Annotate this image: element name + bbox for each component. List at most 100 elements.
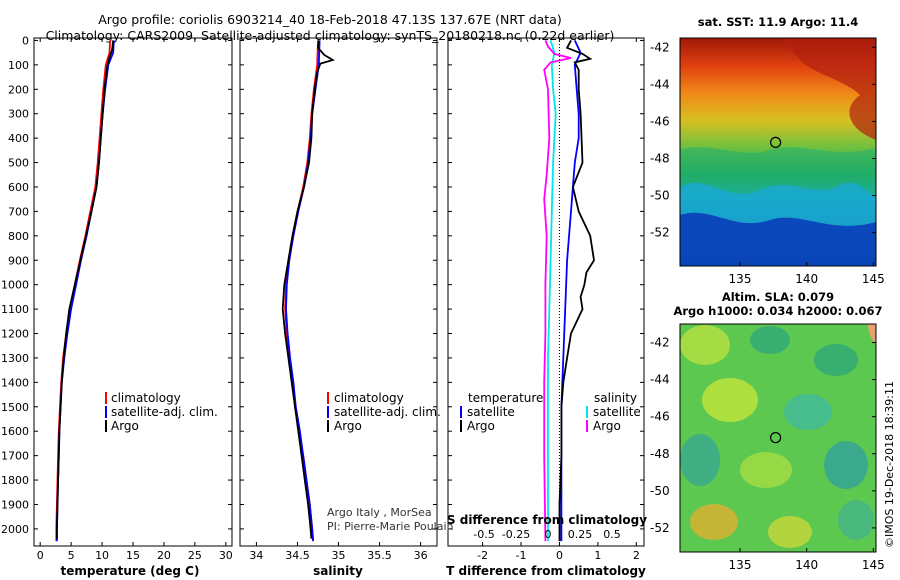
s-difference-tick-label: -0.25 [502, 528, 530, 541]
x-tick-label: 20 [157, 549, 171, 562]
depth-tick-label: 400 [8, 132, 29, 145]
difference-plot [543, 39, 595, 542]
map-y-tick-label: -44 [650, 77, 670, 91]
map-y-tick-label: -52 [650, 226, 670, 240]
x-axes: 0 5 10 15 20 25 30 34 34.5 35 35.5 36 -2 -1 0 1 2 -0.5 -0.… [37, 38, 640, 562]
x-tick-label: 1 [594, 549, 601, 562]
x-tick-label: 34.5 [285, 549, 310, 562]
sla-anomaly [784, 394, 832, 430]
map-y-tick-label: -44 [650, 373, 670, 387]
depth-tick-label: 1000 [1, 279, 29, 292]
x-tick-label: 25 [188, 549, 202, 562]
x-tick-label: 2 [633, 549, 640, 562]
map-y-tick-label: -52 [650, 521, 670, 535]
s-difference-tick-label: 0 [545, 528, 552, 541]
sst-map-frame [679, 37, 877, 267]
difference-legend-salinity: salinity satellite Argo [586, 391, 641, 433]
x-tick-label: 0 [37, 549, 44, 562]
series-line-argo [281, 40, 336, 539]
argo-position-marker [769, 136, 782, 148]
sla-anomaly [750, 326, 790, 354]
x-tick-label: 5 [68, 549, 75, 562]
legend-label-t-argo: Argo [467, 419, 495, 433]
chart-title-line2: Climatology: CARS2009. Satellite-adjuste… [45, 28, 615, 43]
temperature-plot [55, 40, 115, 542]
sla-anomaly [702, 378, 758, 422]
sst-map-axes: 135 140 145 -42 -44 -46 -48 -50 -52 [650, 40, 885, 286]
series-line-climatology [284, 40, 319, 542]
sla-anomaly [824, 441, 868, 489]
legend-label-satellite: satellite-adj. clim. [334, 405, 441, 419]
sla-map-title-line2: Argo h1000: 0.034 h2000: 0.067 [673, 304, 882, 318]
depth-tick-label: 300 [8, 108, 29, 121]
sla-anomaly [768, 516, 812, 548]
series-line-satellite-adj-clim- [56, 40, 115, 542]
depth-tick-label: 1300 [1, 352, 29, 365]
sla-land [868, 324, 876, 345]
sla-map-title-line1: Altim. SLA: 0.079 [722, 290, 834, 304]
series-line-argo [56, 40, 115, 539]
legend-label-t-satellite: satellite [467, 405, 515, 419]
salinity-xlabel: salinity [313, 564, 363, 578]
depth-tick-label: 1100 [1, 303, 29, 316]
depth-tick-label: 600 [8, 181, 29, 194]
salinity-legend: climatology satellite-adj. clim. Argo [327, 391, 441, 433]
depth-tick-label: 1600 [1, 425, 29, 438]
difference-legend-temperature: temperature satellite Argo [460, 391, 543, 433]
x-tick-label: 10 [95, 549, 109, 562]
argo-position-marker [769, 432, 782, 444]
map-x-tick-label: 140 [795, 558, 818, 572]
sst-deep-cold-band [680, 212, 876, 266]
s-difference-tick-label: -0.5 [473, 528, 494, 541]
sla-anomaly [690, 504, 738, 540]
sla-map [680, 324, 876, 552]
depth-tick-label: 1800 [1, 474, 29, 487]
legend-label-climatology: climatology [334, 391, 404, 405]
map-y-tick-label: -42 [650, 40, 670, 54]
s-difference-xlabel: S difference from climatology [447, 513, 647, 527]
salinity-panel-frame [239, 37, 438, 547]
depth-axis: 0 100 200 300 400 500 600 700 800 900 1000 1100 1200… [1, 34, 644, 536]
depth-tick-label: 700 [8, 205, 29, 218]
legend-label-climatology: climatology [111, 391, 181, 405]
map-y-tick-label: -46 [650, 410, 670, 424]
x-tick-label: 15 [126, 549, 140, 562]
difference-panel-frame [447, 37, 645, 547]
sst-warm-patch [780, 38, 876, 140]
map-y-tick-label: -46 [650, 114, 670, 128]
legend-header-temperature: temperature [468, 391, 543, 405]
x-tick-label: -2 [477, 549, 488, 562]
s-difference-tick-label: 0.5 [603, 528, 621, 541]
legend-label-argo: Argo [111, 419, 139, 433]
map-y-tick-label: -48 [650, 151, 670, 165]
series-line-temperature-satellite [560, 40, 582, 542]
salinity-plot [281, 40, 336, 542]
x-tick-label: 35.5 [367, 549, 392, 562]
sla-anomaly [814, 344, 858, 376]
depth-tick-label: 1500 [1, 401, 29, 414]
sla-anomaly [838, 500, 874, 540]
x-tick-label: 35 [332, 549, 346, 562]
depth-tick-label: 1200 [1, 328, 29, 341]
map-x-tick-label: 145 [862, 558, 885, 572]
sst-map [680, 38, 876, 266]
sla-anomaly [680, 325, 730, 365]
legend-label-argo: Argo [334, 419, 362, 433]
x-tick-label: 34 [249, 549, 263, 562]
map-y-tick-label: -50 [650, 189, 670, 203]
map-x-tick-label: 135 [729, 272, 752, 286]
imos-watermark: ©IMOS 19-Dec-2018 18:39:11 [883, 381, 896, 548]
depth-tick-label: 1900 [1, 498, 29, 511]
temperature-panel-frame [33, 37, 233, 547]
sla-map-axes: 135 140 145 -42 -44 -46 -48 -50 -52 [650, 336, 885, 572]
chart-title-line1: Argo profile: coriolis 6903214_40 18-Feb… [98, 12, 562, 27]
x-tick-label: 30 [219, 549, 233, 562]
sla-anomaly [740, 452, 792, 488]
sst-map-title: sat. SST: 11.9 Argo: 11.4 [698, 15, 858, 29]
depth-tick-label: 0 [22, 34, 29, 47]
map-y-tick-label: -50 [650, 484, 670, 498]
depth-tick-label: 1700 [1, 450, 29, 463]
series-line-salinity-satellite [547, 40, 557, 542]
depth-tick-label: 800 [8, 230, 29, 243]
